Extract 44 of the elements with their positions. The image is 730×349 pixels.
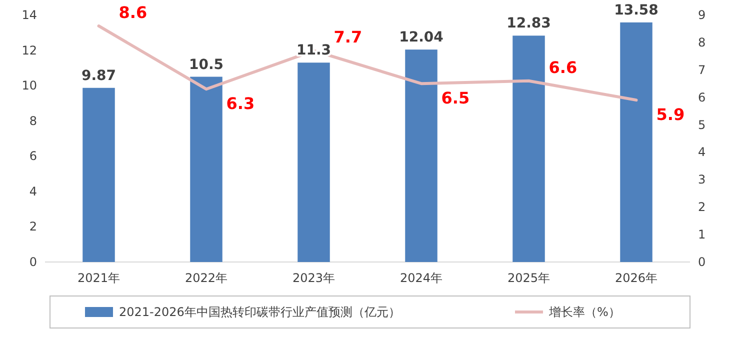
y2-tick-label: 4	[698, 145, 706, 160]
x-tick-label: 2024年	[400, 271, 443, 285]
y-tick-label: 10	[22, 78, 37, 93]
bar	[405, 50, 438, 262]
x-tick-label: 2021年	[77, 271, 120, 285]
x-tick-label: 2026年	[614, 271, 658, 285]
y2-tick-label: 2	[698, 200, 706, 214]
legend-label: 增长率（%）	[548, 305, 620, 319]
bar	[298, 62, 330, 262]
y-tick-label: 6	[29, 149, 37, 164]
y2-tick-label: 7	[698, 62, 706, 77]
y2-tick-label: 5	[698, 118, 706, 132]
y2-tick-label: 1	[698, 228, 706, 242]
bar	[620, 22, 652, 262]
bar	[82, 88, 115, 262]
y-tick-label: 8	[29, 114, 37, 128]
y-tick-label: 2	[29, 220, 37, 234]
x-tick-label: 2022年	[184, 271, 228, 285]
x-tick-label: 2025年	[507, 271, 550, 285]
data-label: 10.5	[188, 56, 224, 73]
y2-tick-label: 9	[698, 8, 706, 22]
legend-label: 2021-2026年中国热转印碳带行业产值预测（亿元）	[119, 305, 400, 319]
y2-tick-label: 6	[698, 90, 706, 104]
y2-tick-label: 8	[698, 35, 706, 50]
data-label: 6.3	[226, 94, 255, 114]
data-label: 5.9	[656, 105, 685, 124]
bar	[512, 36, 545, 262]
y-tick-label: 14	[22, 8, 37, 22]
data-label: 12.83	[506, 16, 551, 32]
data-label: 11.3	[296, 42, 332, 59]
data-label: 6.5	[441, 88, 470, 108]
data-label: 6.6	[548, 58, 578, 77]
bar	[190, 76, 222, 262]
data-label: 7.7	[334, 28, 362, 47]
x-tick-label: 2023年	[292, 271, 336, 285]
data-label: 12.04	[399, 30, 444, 46]
data-label: 13.58	[614, 2, 658, 18]
y-tick-label: 0	[29, 255, 37, 269]
y-tick-label: 12	[22, 43, 37, 58]
y2-tick-label: 3	[698, 172, 706, 187]
y-tick-label: 4	[29, 184, 37, 198]
data-label: 8.6	[118, 2, 148, 22]
y2-tick-label: 0	[698, 255, 706, 269]
data-label: 9.87	[81, 68, 116, 84]
